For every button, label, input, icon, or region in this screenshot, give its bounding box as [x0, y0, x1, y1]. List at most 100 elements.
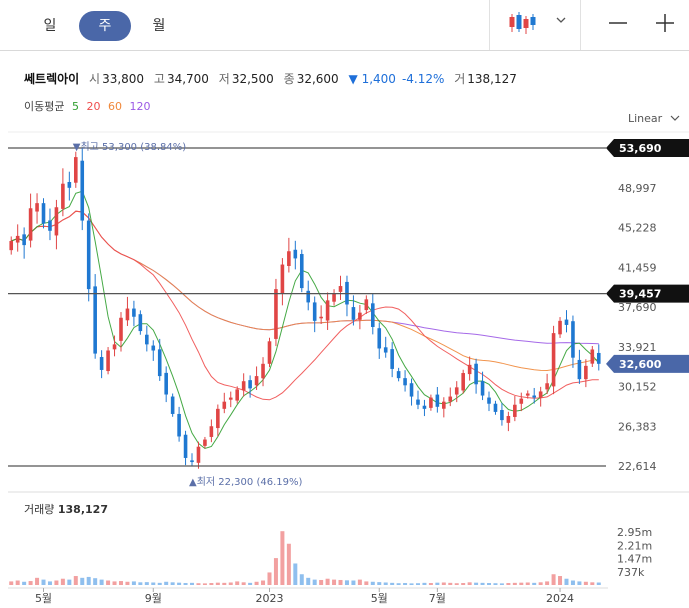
volume-bar [564, 578, 569, 585]
candle-body [584, 365, 588, 380]
toolbar-divider [489, 0, 490, 50]
volume-bar [545, 581, 550, 585]
candle-body [383, 347, 388, 353]
y-tick-label: 48,997 [618, 182, 657, 195]
volume-bar [22, 581, 27, 585]
volume-bar [428, 583, 433, 585]
ma-120-label: 120 [129, 100, 151, 113]
candle-body [28, 208, 33, 241]
candle-body [332, 293, 336, 302]
volume-bar [312, 579, 317, 585]
volume-bar [448, 582, 453, 585]
volume-bar [80, 577, 85, 585]
volume-bar [164, 581, 169, 585]
candle-body [435, 394, 440, 407]
candle-body [86, 220, 91, 290]
volume-bar [41, 579, 46, 585]
volume-bar [293, 563, 298, 585]
candle-body [209, 426, 214, 437]
volume-bar [396, 583, 401, 585]
change-percent: -4.12% [401, 72, 445, 86]
chart-type-button[interactable] [490, 0, 580, 50]
volume-bar [583, 581, 588, 585]
tab-daily[interactable]: 일 [43, 18, 57, 34]
x-tick-label: 2023 [255, 592, 283, 605]
volume-bar [93, 578, 98, 585]
zoom-in-button[interactable] [643, 0, 687, 50]
volume-bar [467, 582, 472, 585]
x-tick-label: 2024 [546, 592, 574, 605]
scale-label: Linear [628, 112, 663, 125]
volume-bar [177, 582, 182, 585]
candle-body [558, 320, 562, 335]
volume-bar [506, 583, 511, 585]
candle-body [183, 434, 188, 458]
candle-body [48, 220, 52, 231]
volume-bar [532, 582, 537, 585]
candle-body [164, 372, 168, 395]
volume-bar [54, 580, 59, 585]
candle-body [506, 416, 511, 423]
zoom-out-button[interactable] [596, 0, 640, 50]
candle-body [261, 363, 265, 379]
candle-body [196, 446, 201, 463]
candle-body [125, 308, 130, 321]
candle-body [538, 391, 543, 398]
candle-body [351, 307, 356, 320]
scale-selector[interactable]: Linear [628, 112, 680, 125]
volume-bar [344, 580, 349, 585]
ma-60-line [11, 210, 599, 372]
volume-bar [273, 558, 278, 585]
candle-body [416, 399, 420, 405]
x-tick-label: 9월 [145, 592, 162, 605]
volume-bar [118, 581, 123, 585]
current-price-label: 32,600 [619, 358, 662, 371]
volume-bar [60, 578, 65, 585]
volume-bar [138, 582, 143, 585]
high-label: 고 [153, 72, 165, 86]
volume-bar [409, 583, 414, 585]
candle-body [93, 286, 97, 354]
volume-bar [222, 582, 227, 585]
price-level-label: 53,690 [619, 142, 662, 155]
volume-bar [590, 582, 595, 585]
volume-panel-title: 거래량 138,127 [24, 501, 108, 517]
volume-bar [415, 583, 420, 585]
candle-body [99, 357, 104, 370]
candle-body [442, 401, 446, 409]
volume-bar [112, 581, 117, 585]
volume-bar [196, 583, 201, 585]
volume-bar [525, 582, 530, 585]
candle-body [112, 344, 117, 350]
ma-120-line [11, 210, 599, 345]
volume-bar [357, 579, 362, 585]
tab-monthly[interactable]: 월 [152, 18, 166, 34]
close-value: 32,600 [296, 72, 339, 86]
candle-body [287, 251, 291, 266]
candle-body [370, 303, 375, 327]
candle-body [235, 389, 240, 401]
candle-body [293, 249, 298, 259]
volume-bar [183, 583, 188, 585]
volume-bar [338, 579, 343, 585]
volume-bar [364, 581, 369, 585]
candle-body [151, 345, 156, 351]
x-tick-label: 5월 [371, 592, 388, 605]
volume-bar [209, 583, 214, 585]
candle-body [545, 383, 549, 390]
candle-body [248, 380, 252, 389]
candle-body [106, 350, 110, 372]
price-summary: 쎄트렉아이 시 33,800 고 34,700 저 32,500 종 32,600 ▼ … [24, 70, 523, 87]
volume-bar [370, 581, 375, 585]
tab-weekly[interactable]: 주 [79, 11, 131, 41]
volume-bar [306, 577, 311, 585]
high-value: 34,700 [166, 72, 209, 86]
volume-bar [125, 581, 130, 585]
volume-bar [377, 582, 382, 585]
volume-bar [512, 582, 517, 585]
ma-20-label: 20 [86, 100, 101, 113]
volume-bar [99, 579, 104, 585]
y-tick-label: 45,228 [618, 222, 657, 235]
candle-body [454, 387, 459, 395]
